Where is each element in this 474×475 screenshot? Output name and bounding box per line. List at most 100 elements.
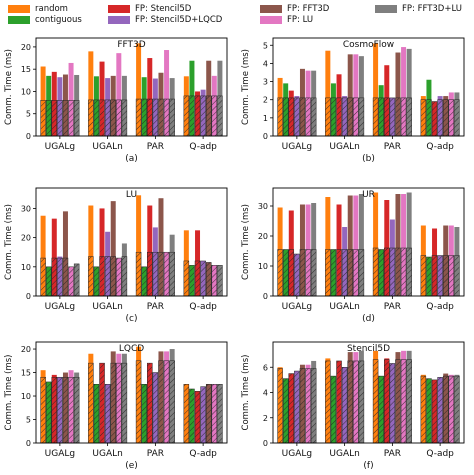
bar-hatched-segment [299,368,306,444]
bar-hatched-segment [330,375,337,444]
bar [401,47,407,136]
bar-hatched-segment [158,98,164,137]
y-tick-label: 0 [263,292,268,301]
y-tick-label: 10 [21,87,31,96]
legend-swatch [108,5,130,13]
bar-hatched-segment [205,95,212,137]
bar-hatched-segment [110,99,116,137]
bar-hatched-segment [282,97,289,137]
y-tick-label: 4 [263,389,268,398]
legend-item-0: random [8,3,68,15]
bar-hatched-segment [305,249,311,297]
chart-fft3d: 0 5 10 15 20 UGALg UGALn PAR Q-adp FFT3D Comm. Tim… [4,37,228,164]
bar-hatched-segment [378,249,384,297]
y-tick-label: 4 [263,59,268,68]
bar-hatched-segment [200,386,206,444]
bar-hatched-segment [200,95,206,137]
legend-label: random [35,4,68,14]
bar-hatched-segment [384,97,390,137]
bar-hatched-segment [389,97,396,137]
x-tick-label: PAR [147,302,164,312]
y-tick-label: 0 [26,439,31,448]
bar-hatched-segment [88,99,94,137]
bar-hatched-segment [347,249,353,297]
bar-hatched-segment [57,100,63,137]
legend-item-4: FP: FFT3D [260,3,329,15]
bar-hatched-segment [437,99,443,137]
y-axis-label: Comm. Time (ms) [4,49,14,125]
bar-hatched-segment [454,99,460,137]
bar-hatched-segment [152,372,159,444]
bar [116,53,122,136]
bar-hatched-segment [99,99,105,137]
y-tick-label: 15 [21,369,31,378]
x-tick-label: UGALg [45,142,75,152]
plot-frame [35,187,228,297]
x-tick-label: UGALg [282,142,312,152]
bar-hatched-segment [288,373,295,444]
bar-hatched-segment [51,376,58,444]
bar-hatched-segment [93,266,100,297]
y-axis-label: Comm. Time (ms) [4,355,14,431]
bar [99,208,105,296]
bar-hatched-segment [277,97,283,137]
bar-hatched-segment [200,260,206,297]
legend-item-5: FP: LU [260,14,313,26]
bar-hatched-segment [169,360,175,444]
bar-hatched-segment [62,376,69,444]
bar-hatched-segment [211,265,218,297]
bar-hatched-segment [330,97,337,137]
bar-hatched-segment [325,97,331,137]
bar-hatched-segment [135,251,142,297]
bar-hatched-segment [158,251,164,297]
bar-hatched-segment [431,255,438,297]
bar-hatched-segment [141,266,147,297]
bar-hatched-segment [183,384,190,444]
subfigure-caption: (c) [126,314,138,324]
chart-title: LU [126,190,137,200]
bar-hatched-segment [288,249,295,297]
bar-hatched-segment [93,384,100,444]
bar-hatched-segment [353,97,359,137]
bar-hatched-segment [282,249,289,297]
bar-hatched-segment [299,249,306,297]
bar-hatched-segment [121,362,128,444]
y-tick-label: 10 [21,263,31,272]
legend-label: FP: FFT3D+LU [402,4,463,14]
bar-hatched-segment [454,375,460,444]
bar-hatched-segment [426,99,432,137]
bar [88,205,94,296]
bar-hatched-segment [217,384,223,444]
bar-hatched-segment [336,249,342,297]
bar-hatched-segment [121,256,128,297]
bar-hatched-segment [341,97,348,137]
plot-frame [272,341,465,444]
legend-item-6: FP: FFT3D+LU [375,3,462,15]
legend-swatch [260,16,282,24]
bar-hatched-segment [40,257,46,297]
bar-hatched-segment [135,98,142,137]
bar-hatched-segment [183,95,190,137]
bar-hatched-segment [384,359,390,444]
bar-hatched-segment [116,99,122,137]
legend-label: FP: FFT3D [287,4,330,14]
bar-hatched-segment [406,359,412,444]
bar-hatched-segment [336,97,342,137]
x-tick-label: PAR [147,142,164,152]
chart-title: CosmoFlow [343,40,394,50]
bar-hatched-segment [282,378,289,444]
bar [164,50,170,136]
bar-hatched-segment [426,378,432,444]
y-tick-label: 1 [263,114,268,123]
bar-hatched-segment [395,247,401,297]
bar-hatched-segment [358,360,365,444]
bar-hatched-segment [152,251,159,297]
legend-item-1: contiguous [8,14,82,26]
bar-hatched-segment [277,249,283,297]
bar-hatched-segment [194,95,201,137]
bar-hatched-segment [372,97,379,137]
bar-hatched-segment [310,97,317,137]
legend-swatch [375,5,397,13]
x-tick-label: UGALn [92,302,122,312]
bar-hatched-segment [116,257,122,297]
